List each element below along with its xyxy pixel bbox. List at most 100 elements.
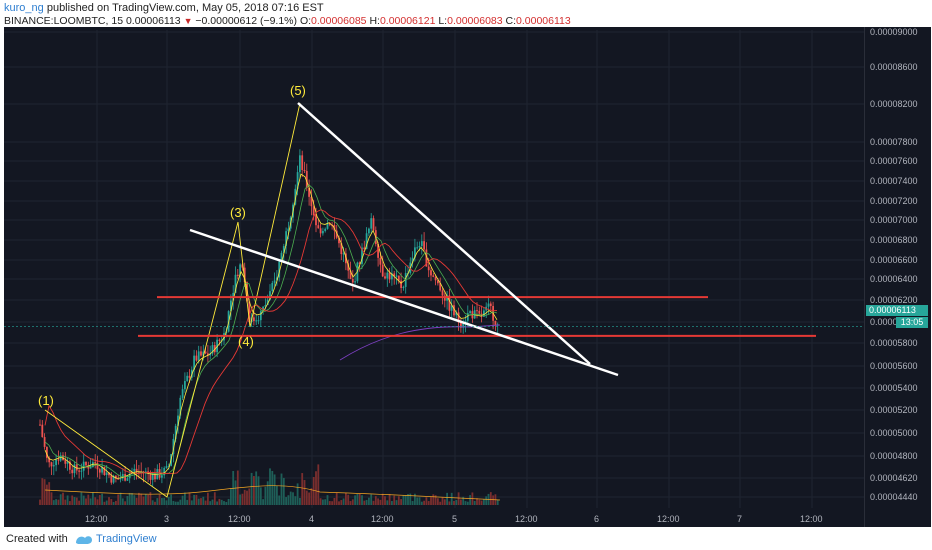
volume-bar — [85, 498, 87, 505]
volume-bar — [492, 495, 494, 505]
candle-body — [273, 280, 276, 283]
candle-body — [48, 457, 51, 463]
volume-bar — [368, 497, 370, 505]
volume-bar — [420, 501, 423, 505]
ma-red — [44, 209, 498, 475]
volume-bar — [345, 492, 347, 505]
ma-green — [44, 184, 498, 478]
volume-bar — [80, 492, 83, 505]
volume-bar — [248, 488, 251, 505]
x-tick-label: 4 — [309, 514, 315, 524]
candle-body — [243, 267, 246, 283]
candle-body — [55, 459, 57, 466]
candle-body — [285, 231, 287, 247]
candle-body — [248, 301, 251, 323]
volume-bar — [204, 500, 207, 505]
volume-bar — [287, 495, 290, 505]
candle-body — [489, 303, 492, 306]
x-tick-label: 7 — [737, 514, 743, 524]
volume-bar — [430, 496, 432, 505]
candle-body — [259, 311, 262, 321]
author-link[interactable]: kuro_ng — [4, 2, 44, 14]
price-axis[interactable] — [864, 27, 931, 527]
volume-bar — [184, 492, 186, 505]
volume-bar — [483, 499, 485, 505]
candle-body — [441, 290, 444, 296]
volume-bar — [333, 497, 336, 505]
volume-bar — [266, 481, 269, 505]
candle-body — [266, 299, 269, 306]
candle-body — [184, 381, 186, 390]
x-tick-label: 6 — [594, 514, 600, 524]
volume-bar — [147, 494, 149, 505]
volume-bar — [425, 497, 428, 505]
volume-bar — [200, 498, 202, 505]
candle-body — [135, 468, 138, 472]
candle-body — [351, 279, 354, 283]
volume-bar — [441, 497, 444, 505]
volume-bar — [177, 501, 179, 505]
candle-body — [411, 257, 414, 263]
candle-body — [483, 310, 485, 317]
created-with-label: Created with — [6, 533, 68, 545]
volume-bar — [149, 492, 152, 505]
volume-bar — [220, 499, 223, 505]
volume-bar — [407, 494, 409, 505]
candle-body — [71, 469, 74, 474]
volume-bar — [218, 498, 221, 505]
candle-body — [342, 253, 345, 255]
y-tick-label: 0.00007400 — [870, 176, 918, 186]
chart-canvas[interactable] — [4, 27, 930, 527]
volume-bar — [156, 498, 159, 505]
volume-bar — [64, 499, 67, 505]
candle-body — [82, 461, 85, 471]
volume-bar — [301, 473, 304, 505]
volume-bar — [188, 492, 191, 505]
volume-bar — [372, 500, 375, 505]
candle-body — [115, 475, 117, 479]
candle-body — [167, 465, 170, 467]
candle-body — [469, 311, 471, 314]
tradingview-logo-icon[interactable] — [74, 532, 94, 550]
volume-bar — [246, 490, 248, 505]
candle-body — [450, 305, 453, 311]
candle-body — [453, 305, 455, 316]
volume-bar — [75, 497, 78, 505]
candle-body — [397, 275, 400, 281]
volume-bar — [388, 493, 391, 505]
volume-bar — [101, 493, 103, 505]
candle-body — [365, 233, 368, 250]
candle-body — [126, 478, 129, 481]
volume-bar — [361, 495, 363, 505]
volume-bar — [253, 476, 255, 505]
volume-bar — [140, 493, 143, 505]
candle-body — [395, 275, 398, 277]
candle-body — [236, 274, 239, 276]
volume-bar — [239, 494, 241, 505]
volume-bar — [186, 499, 189, 505]
candle-body — [388, 272, 391, 280]
candle-body — [287, 228, 290, 232]
y-tick-label: 0.00004620 — [870, 473, 918, 483]
volume-bar — [289, 491, 292, 505]
volume-bar — [161, 498, 163, 505]
volume-bar — [354, 495, 356, 505]
tradingview-brand[interactable]: TradingView — [96, 533, 157, 545]
volume-bar — [331, 501, 333, 505]
wave-zigzag — [44, 102, 301, 498]
candle-body — [414, 247, 416, 258]
volume-bar — [414, 493, 416, 505]
volume-bar — [446, 492, 448, 505]
candle-body — [478, 310, 481, 314]
volume-bar — [39, 499, 41, 505]
candle-body — [43, 437, 46, 447]
volume-bar — [462, 496, 465, 505]
candle-body — [434, 276, 437, 281]
volume-bar — [62, 492, 64, 505]
candle-body — [207, 353, 209, 356]
y-tick-label: 0.00007600 — [870, 156, 918, 166]
candle-body — [78, 470, 80, 472]
candle-body — [195, 355, 198, 361]
volume-bar — [69, 501, 71, 505]
volume-bar — [296, 483, 299, 505]
